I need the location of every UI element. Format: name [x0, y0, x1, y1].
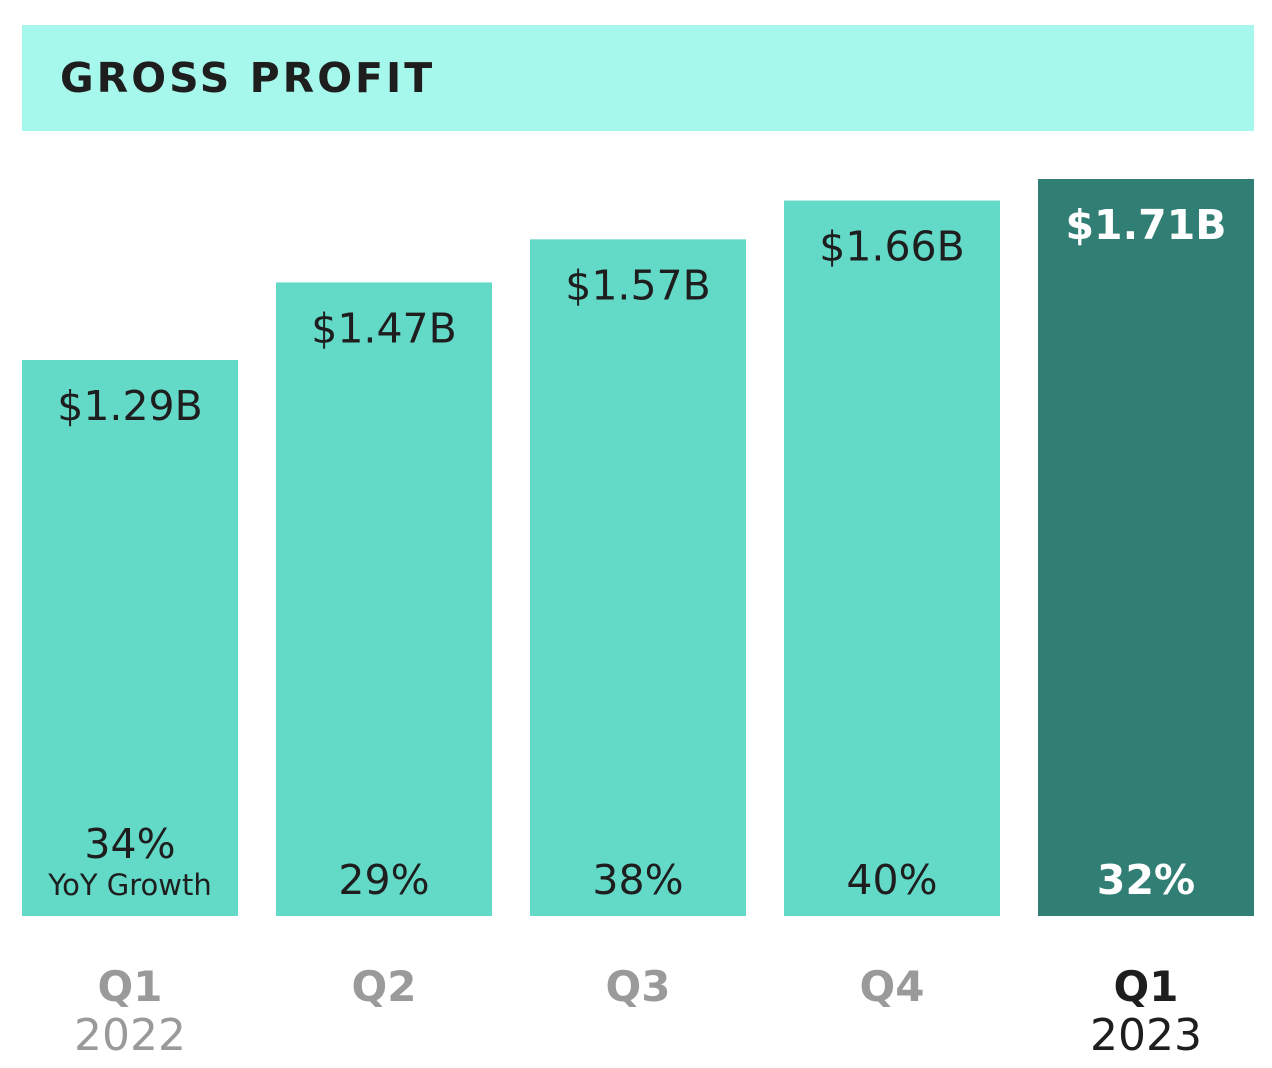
chart-title: GROSS PROFIT — [60, 54, 436, 102]
yoy-growth-label: 32% — [1097, 856, 1195, 904]
bar-5 — [1038, 179, 1254, 916]
x-tick-label: Q3 — [606, 962, 671, 1011]
title-bar: GROSS PROFIT — [22, 25, 1254, 131]
bar-value-label: $1.57B — [565, 261, 711, 309]
yoy-growth-label: 29% — [338, 856, 429, 904]
bar-value-label: $1.66B — [819, 223, 965, 271]
bar-2 — [276, 282, 492, 916]
yoy-growth-caption: YoY Growth — [47, 868, 212, 902]
bar-value-label: $1.71B — [1066, 201, 1227, 249]
yoy-growth-label: 38% — [592, 856, 683, 904]
bar-4 — [784, 200, 1000, 917]
bar-value-label: $1.29B — [57, 382, 203, 430]
x-tick-label: Q1 — [1114, 962, 1179, 1011]
x-tick-label: Q4 — [860, 962, 925, 1011]
x-tick-label: Q2 — [352, 962, 417, 1011]
yoy-growth-label: 34% — [84, 820, 175, 868]
x-tick-label: Q1 — [98, 962, 163, 1011]
bar-value-label: $1.47B — [311, 304, 457, 352]
yoy-growth-label: 40% — [846, 856, 937, 904]
x-tick-year-label: 2022 — [74, 1010, 186, 1061]
x-tick-year-label: 2023 — [1090, 1010, 1202, 1061]
bar-1 — [22, 360, 238, 916]
bar-3 — [530, 239, 746, 917]
